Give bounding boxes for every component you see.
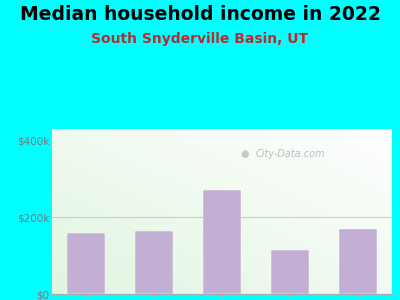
Text: Median household income in 2022: Median household income in 2022: [20, 4, 380, 23]
Text: City-Data.com: City-Data.com: [256, 149, 326, 159]
Bar: [203, 190, 241, 294]
Text: ●: ●: [241, 149, 249, 159]
Bar: [339, 229, 377, 294]
Bar: [67, 232, 105, 294]
Bar: [271, 250, 309, 294]
Bar: [135, 231, 173, 294]
Text: South Snyderville Basin, UT: South Snyderville Basin, UT: [92, 32, 308, 46]
